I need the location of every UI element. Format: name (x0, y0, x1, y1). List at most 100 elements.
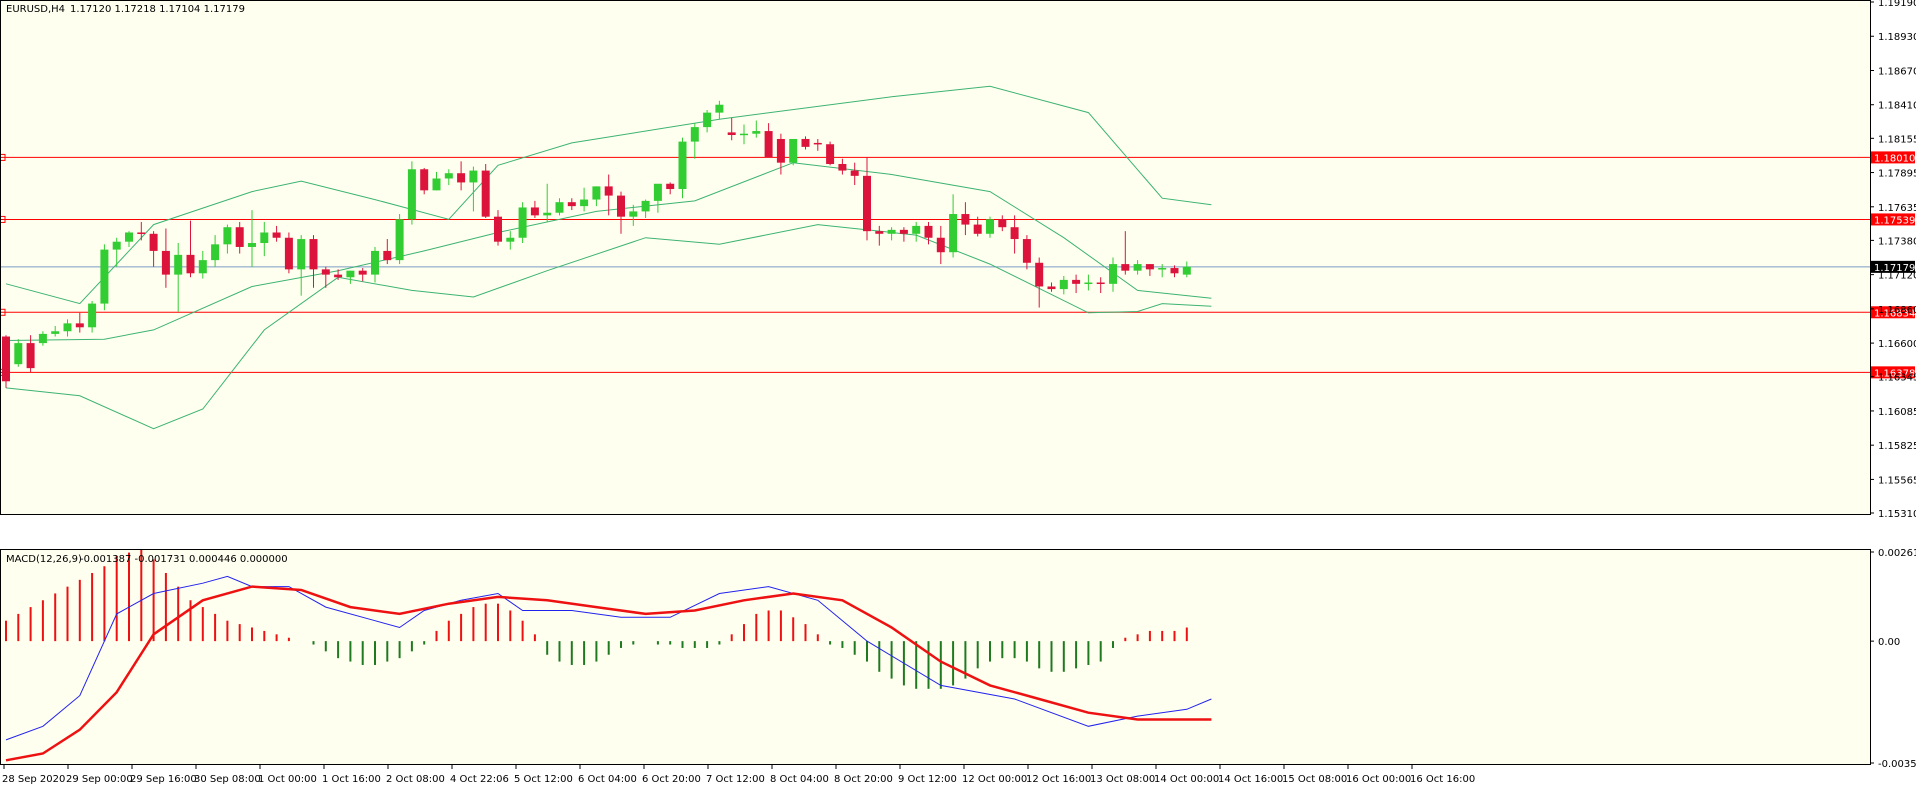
candle[interactable] (912, 221, 921, 242)
candle[interactable] (629, 204, 638, 226)
candle[interactable] (518, 202, 527, 244)
candle[interactable] (924, 221, 933, 245)
candle[interactable] (371, 246, 379, 283)
candle[interactable] (260, 221, 269, 257)
candle[interactable] (678, 137, 687, 199)
candle[interactable] (690, 123, 699, 159)
candle[interactable] (149, 231, 158, 267)
candle[interactable] (248, 210, 256, 267)
candle[interactable] (235, 221, 244, 254)
candle[interactable] (51, 325, 60, 337)
candle[interactable] (1059, 275, 1068, 295)
candle[interactable] (1145, 264, 1154, 276)
candle[interactable] (1096, 277, 1105, 294)
candle[interactable] (75, 312, 84, 333)
candle[interactable] (727, 117, 736, 141)
candle[interactable] (666, 182, 675, 195)
candle[interactable] (88, 300, 97, 333)
candle[interactable] (543, 183, 552, 222)
candle[interactable] (100, 244, 109, 311)
candle[interactable] (899, 227, 908, 242)
candle[interactable] (813, 138, 822, 151)
candle[interactable] (1047, 282, 1056, 292)
candle[interactable] (801, 136, 810, 150)
candle[interactable] (961, 202, 970, 236)
candle[interactable] (752, 120, 761, 138)
candle[interactable] (1121, 231, 1130, 275)
candle[interactable] (383, 239, 392, 265)
candle[interactable] (174, 243, 183, 312)
candle[interactable] (653, 183, 662, 213)
candle[interactable] (530, 200, 539, 218)
candle[interactable] (125, 231, 133, 247)
candle[interactable] (567, 198, 576, 211)
candle[interactable] (592, 186, 601, 207)
candle[interactable] (395, 214, 404, 265)
candle[interactable] (309, 235, 318, 288)
candle[interactable] (420, 167, 429, 195)
candle[interactable] (297, 235, 306, 296)
candle[interactable] (863, 157, 871, 241)
candle[interactable] (358, 268, 367, 282)
candle[interactable] (63, 319, 72, 337)
candle[interactable] (469, 166, 478, 212)
candle[interactable] (223, 224, 232, 254)
candle[interactable] (1072, 274, 1081, 294)
candle[interactable] (14, 339, 23, 367)
line-anchor-icon[interactable] (0, 153, 6, 161)
candle[interactable] (2, 335, 10, 388)
candle[interactable] (715, 100, 724, 120)
candle[interactable] (703, 109, 712, 133)
candle[interactable] (321, 266, 330, 288)
candle[interactable] (973, 216, 982, 237)
candle[interactable] (1035, 257, 1044, 308)
candle[interactable] (1109, 257, 1117, 292)
line-anchor-icon[interactable] (0, 308, 6, 316)
candle[interactable] (506, 231, 515, 250)
candle[interactable] (1010, 215, 1019, 254)
candle[interactable] (198, 250, 207, 279)
candle[interactable] (1133, 260, 1142, 275)
candle[interactable] (161, 228, 170, 288)
candle[interactable] (764, 123, 773, 158)
candle[interactable] (555, 198, 564, 216)
candle[interactable] (1022, 235, 1031, 270)
candle[interactable] (580, 187, 589, 212)
candle[interactable] (284, 232, 293, 274)
candle[interactable] (641, 199, 650, 218)
candle[interactable] (346, 270, 355, 284)
candle[interactable] (211, 235, 220, 267)
candle[interactable] (875, 225, 884, 246)
candle[interactable] (789, 138, 798, 166)
candle[interactable] (407, 161, 416, 225)
candle[interactable] (186, 220, 195, 278)
candle[interactable] (998, 215, 1007, 232)
candle[interactable] (137, 221, 146, 241)
candle[interactable] (986, 216, 994, 238)
candle[interactable] (850, 162, 859, 186)
candle[interactable] (1182, 261, 1191, 278)
candle[interactable] (444, 169, 453, 186)
candle[interactable] (334, 269, 343, 280)
candle[interactable] (26, 335, 35, 373)
candle[interactable] (1084, 274, 1093, 291)
candle[interactable] (887, 227, 896, 241)
candle[interactable] (1170, 265, 1179, 278)
candle[interactable] (112, 237, 121, 267)
candle[interactable] (604, 174, 613, 216)
candle[interactable] (38, 331, 47, 346)
candle[interactable] (740, 124, 748, 145)
candle[interactable] (1158, 264, 1167, 278)
price-panel[interactable] (0, 0, 1870, 515)
candle[interactable] (481, 163, 490, 218)
line-anchor-icon[interactable] (0, 215, 6, 223)
candle[interactable] (936, 225, 945, 265)
candle[interactable] (776, 133, 785, 175)
candle[interactable] (494, 210, 502, 246)
candle[interactable] (272, 225, 281, 242)
candle[interactable] (432, 171, 441, 191)
candle[interactable] (826, 141, 835, 166)
candle[interactable] (949, 194, 958, 258)
